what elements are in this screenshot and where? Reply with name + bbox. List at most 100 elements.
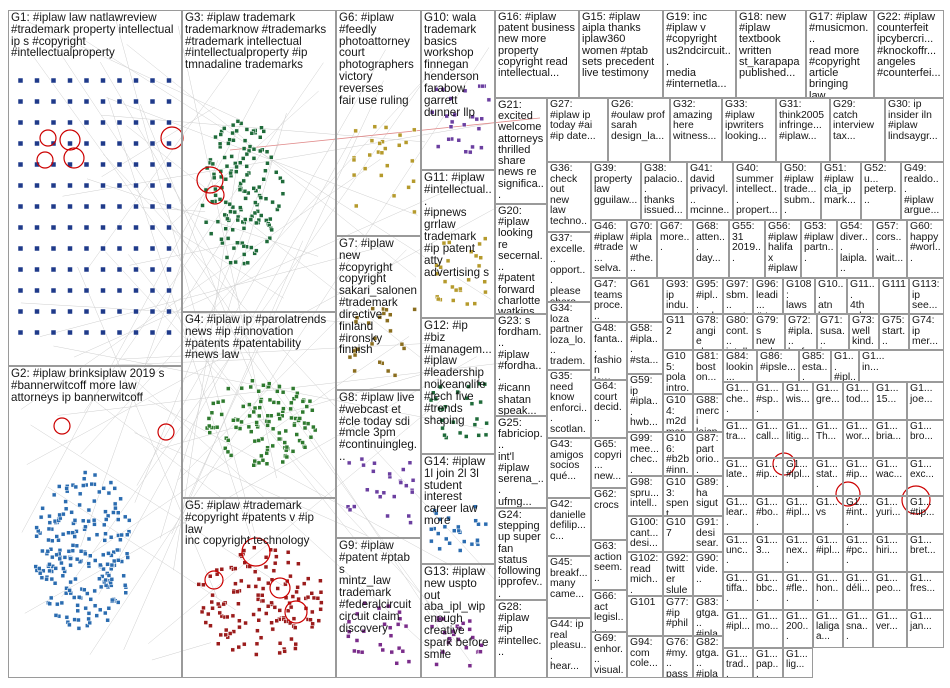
node — [467, 618, 473, 624]
node — [280, 459, 286, 465]
group-box-g165: G1... trad... — [723, 648, 753, 678]
node — [257, 607, 262, 612]
node — [359, 649, 365, 655]
node — [53, 566, 58, 571]
node — [227, 631, 233, 636]
node — [211, 175, 217, 181]
node — [51, 492, 57, 498]
node — [284, 454, 290, 460]
node — [446, 640, 451, 645]
node — [213, 193, 218, 198]
node — [273, 170, 279, 175]
node — [245, 260, 250, 266]
group-label-g38: G38: palacio... thanks issued... — [644, 163, 683, 217]
node — [224, 255, 230, 260]
group-box-g32: G32: amazing here witness... — [670, 98, 722, 162]
node — [478, 399, 483, 405]
node-layer — [17, 77, 931, 668]
node — [372, 124, 378, 129]
node — [429, 110, 435, 115]
group-box-g95: G95: #ipl... trad... — [693, 278, 723, 314]
node — [103, 531, 108, 536]
node — [34, 266, 40, 273]
node — [451, 419, 456, 425]
node — [461, 122, 467, 128]
node — [256, 576, 262, 582]
node — [483, 432, 489, 438]
node — [243, 217, 248, 222]
node — [366, 320, 371, 326]
edge — [140, 103, 268, 418]
node — [206, 611, 211, 617]
node — [17, 98, 24, 105]
group-label-g131: G1... #ip... — [756, 459, 778, 481]
group-label-g163: G1... ver... — [876, 611, 898, 633]
node — [116, 119, 123, 126]
node — [239, 385, 244, 391]
group-box-g111: G111 — [879, 278, 909, 314]
node — [300, 399, 306, 404]
group-label-g12: G12: #ip #biz #managem... #iplaw #leader… — [424, 319, 492, 427]
node — [17, 140, 24, 147]
node — [256, 184, 262, 190]
group-box-g101: G101 — [627, 596, 663, 636]
node — [351, 172, 357, 178]
highlight-ring — [205, 185, 225, 205]
node — [100, 140, 106, 147]
node — [256, 217, 262, 223]
group-box-g156: G1... peo... — [873, 572, 907, 610]
node — [81, 476, 87, 481]
group-box-g49: G49: realdo... #iplaw argue... — [901, 162, 944, 220]
node — [67, 98, 73, 105]
node — [231, 138, 236, 143]
node — [275, 389, 280, 394]
group-box-g14: G14: #iplaw 1l join 2l 3l student intere… — [421, 454, 495, 564]
group-label-g93: G93: ip indu... — [666, 279, 689, 313]
group-label-g114: G1... che... — [726, 383, 749, 416]
group-label-g53: G53: #iplaw partn... — [804, 221, 834, 264]
node — [476, 433, 481, 438]
node — [34, 77, 40, 84]
node — [247, 402, 252, 407]
node — [441, 240, 447, 246]
group-label-g46: G46: #iplaw #trade... selva... — [594, 221, 624, 277]
group-box-g16: G16: #iplaw patent business new more pro… — [495, 10, 579, 98]
edge — [105, 251, 440, 615]
group-label-g41: G41: david privacyl... mcinne... — [690, 163, 730, 219]
group-box-g132: G1... #ipl... — [783, 458, 813, 496]
node — [280, 389, 286, 395]
node — [166, 161, 172, 168]
node — [115, 510, 121, 515]
node — [261, 129, 266, 134]
node — [81, 483, 86, 488]
node — [118, 496, 123, 502]
node — [474, 416, 480, 422]
node — [133, 308, 139, 315]
node — [166, 98, 172, 105]
node — [256, 618, 261, 623]
highlight-ring — [59, 129, 81, 151]
edge — [20, 159, 381, 410]
node — [83, 524, 88, 530]
node — [214, 424, 220, 430]
group-label-g106: G106: #b2b #inn... — [666, 433, 690, 476]
node — [85, 591, 90, 596]
node — [209, 599, 215, 605]
node — [354, 638, 360, 643]
edge — [89, 396, 230, 505]
node — [17, 203, 24, 210]
node — [218, 132, 224, 137]
node — [34, 287, 40, 294]
highlight-ring — [269, 577, 291, 599]
node — [257, 405, 263, 410]
node — [264, 611, 269, 616]
node — [196, 582, 201, 587]
group-label-g45: G45: breakf... many came... — [550, 557, 588, 600]
node — [223, 627, 229, 633]
node — [102, 522, 107, 528]
group-box-g36: G36: check out new law techno... — [547, 162, 591, 232]
node — [294, 589, 299, 595]
group-box-g5: G5: #iplaw #trademark #copyright #patent… — [182, 498, 336, 678]
group-label-g74: G74: ip mer... — [912, 315, 938, 348]
node — [116, 558, 121, 563]
